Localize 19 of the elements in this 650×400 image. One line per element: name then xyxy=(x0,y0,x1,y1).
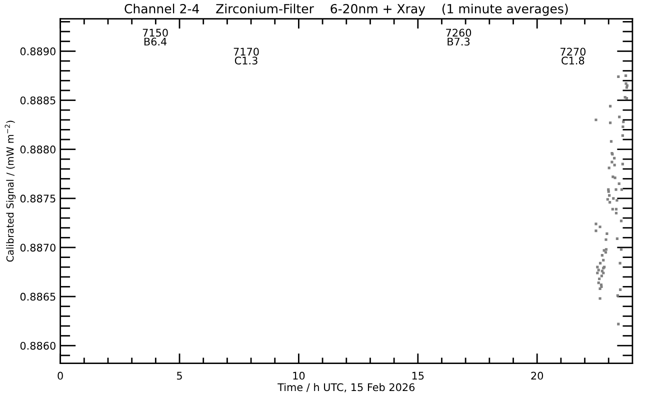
x-tick-label: 15 xyxy=(412,372,424,380)
y-tick-label: 0.8885 xyxy=(20,96,56,104)
y-tick-label: 0.8870 xyxy=(20,244,56,252)
y-tick-label: 0.8880 xyxy=(20,146,56,154)
x-axis-title: Time / h UTC, 15 Feb 2026 xyxy=(278,383,415,392)
y-tick-label: 0.8875 xyxy=(20,194,56,203)
x-tick-label: 0 xyxy=(58,372,63,380)
y-axis-title: Calibrated Signal / (mW m$^{−2}$) xyxy=(4,120,16,262)
annotation: 7260 B7.3 xyxy=(446,28,472,46)
annotation: 7170 C1.3 xyxy=(234,48,259,65)
y-tick-label: 0.8890 xyxy=(20,47,56,56)
y-tick-label: 0.8860 xyxy=(20,342,56,350)
x-tick-label: 10 xyxy=(293,372,305,380)
x-tick-label: 20 xyxy=(531,372,544,380)
annotation: 7270 C1.8 xyxy=(560,48,586,65)
chart-title: Channel 2-4 Zirconium-Filter 6-20nm + Xray (1 minute averages) xyxy=(124,4,568,16)
annotation: 7150 B6.4 xyxy=(142,28,168,46)
y-tick-label: 0.8865 xyxy=(20,292,56,301)
x-tick-label: 5 xyxy=(177,372,182,380)
